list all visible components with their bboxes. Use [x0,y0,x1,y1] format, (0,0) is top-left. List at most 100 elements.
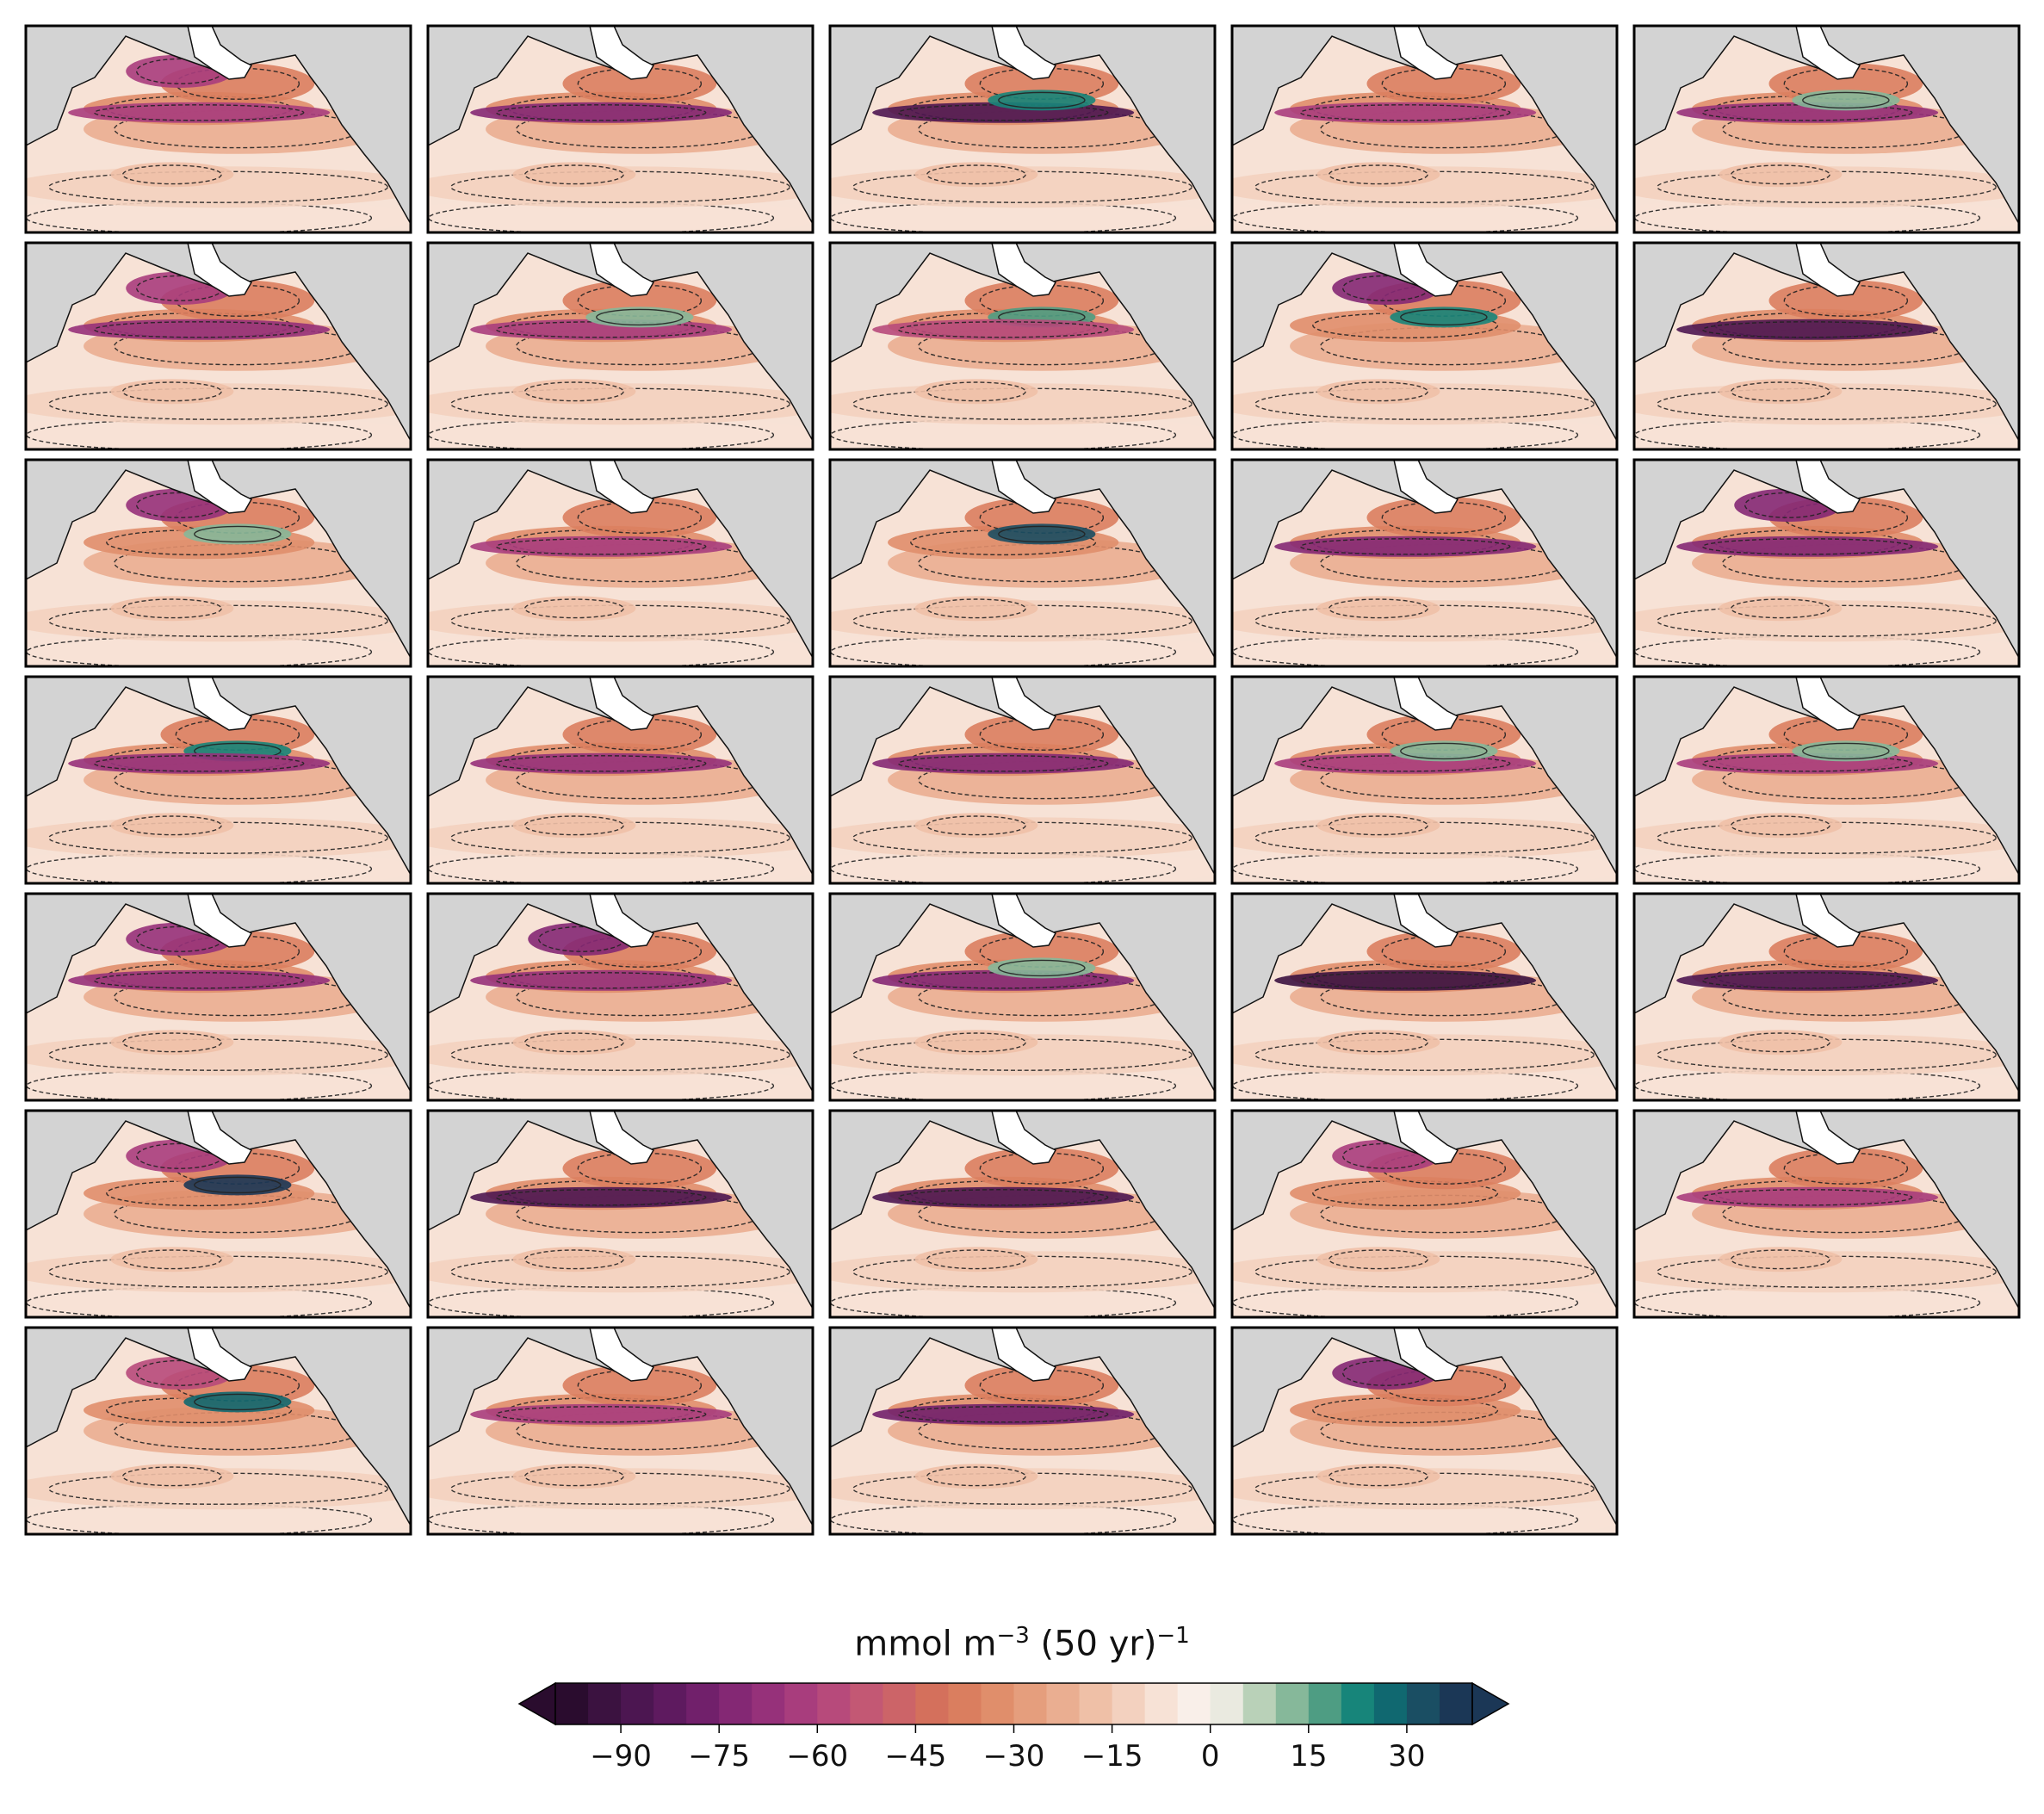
panel-frame [24,24,412,234]
panel-frame [24,1326,412,1536]
ice-region [1795,676,1861,731]
map-panel [1632,1109,2021,1319]
map-panel-grid [24,24,2021,1536]
ice-region [1795,893,1861,948]
map-panel [1230,675,1619,885]
map-panel [426,1326,815,1536]
map-panel [1632,675,2021,885]
map-panel [426,24,815,234]
colorbar-tick-label: −15 [1081,1739,1143,1774]
map-panel [426,1109,815,1319]
ice-region [991,242,1057,297]
panel-frame [1230,675,1619,885]
panel-frame [426,675,815,885]
colorbar-swatch [817,1683,851,1724]
colorbar-swatch [1406,1683,1440,1724]
colorbar-swatch [981,1683,1015,1724]
colorbar-swatch [1275,1683,1310,1724]
map-panel [828,892,1217,1102]
colorbar-swatch [686,1683,720,1724]
colorbar-tick-label: 15 [1290,1739,1327,1774]
panel-frame [1230,24,1619,234]
ice-region [589,1110,655,1165]
ice-region [991,676,1057,731]
panel-frame [1230,892,1619,1102]
colorbar-swatch [883,1683,916,1724]
panel-frame [1632,1109,2021,1319]
ice-region [991,459,1057,514]
colorbar-swatch [1177,1683,1211,1724]
ocean-field [1634,36,2019,232]
ice-region [1795,25,1861,80]
panel-frame [828,458,1217,668]
colorbar-swatch [621,1683,654,1724]
colorbar-swatch [555,1683,589,1724]
map-panel [828,1326,1217,1536]
map-panel [828,458,1217,668]
ice-region [187,242,253,297]
colorbar-swatch [1439,1683,1473,1724]
map-panel [1230,458,1619,668]
colorbar-swatch [784,1683,818,1724]
panel-frame [1230,1109,1619,1319]
ice-region [589,242,655,297]
colorbar-swatch [1308,1683,1342,1724]
ice-region [187,459,253,514]
ice-region [991,1327,1057,1382]
ice-region [187,1327,253,1382]
colorbar-swatch [752,1683,785,1724]
colorbar-swatch [1144,1683,1179,1724]
ocean-field [1634,904,2019,1100]
colorbar-extend-min [517,1681,556,1726]
ice-region [991,25,1057,80]
map-panel [1230,1326,1619,1536]
panel-frame [1230,458,1619,668]
map-panel [828,24,1217,234]
colorbar-swatch [653,1683,687,1724]
panel-frame [828,892,1217,1102]
colorbar-outline [554,1682,1473,1725]
panel-frame [24,892,412,1102]
panel-frame [24,458,412,668]
map-panel [426,458,815,668]
ice-region [1795,242,1861,297]
panel-frame [1632,892,2021,1102]
ice-region [589,676,655,731]
panel-frame [426,1109,815,1319]
ice-region [1795,1110,1861,1165]
ocean-field [830,687,1215,883]
map-panel [24,892,412,1102]
ocean-field [830,470,1215,666]
map-panel [24,241,412,451]
panel-frame [1632,24,2021,234]
map-panel [828,241,1217,451]
ice-region [991,1110,1057,1165]
colorbar-extend-max [1471,1681,1510,1726]
panel-frame [426,241,815,451]
panel-frame [828,1326,1217,1536]
colorbar-swatch [588,1683,622,1724]
colorbar-tick-label: −45 [885,1739,947,1774]
map-panel [426,675,815,885]
panel-frame [1632,675,2021,885]
ice-region [1393,242,1459,297]
colorbar-swatch [1210,1683,1244,1724]
map-panel [24,1326,412,1536]
map-panel [828,675,1217,885]
ice-region [187,676,253,731]
map-panel [828,1109,1217,1319]
colorbar-swatch [915,1683,950,1724]
colorbar-swatch [719,1683,753,1724]
ice-region [187,893,253,948]
colorbar-swatch [1046,1683,1081,1724]
map-panel [24,675,412,885]
map-panel [426,241,815,451]
ice-region [1393,25,1459,80]
panel-frame [426,24,815,234]
map-panel [1632,458,2021,668]
map-panel [1230,1109,1619,1319]
ice-region [1393,459,1459,514]
ice-region [589,459,655,514]
panel-frame [1230,1326,1619,1536]
